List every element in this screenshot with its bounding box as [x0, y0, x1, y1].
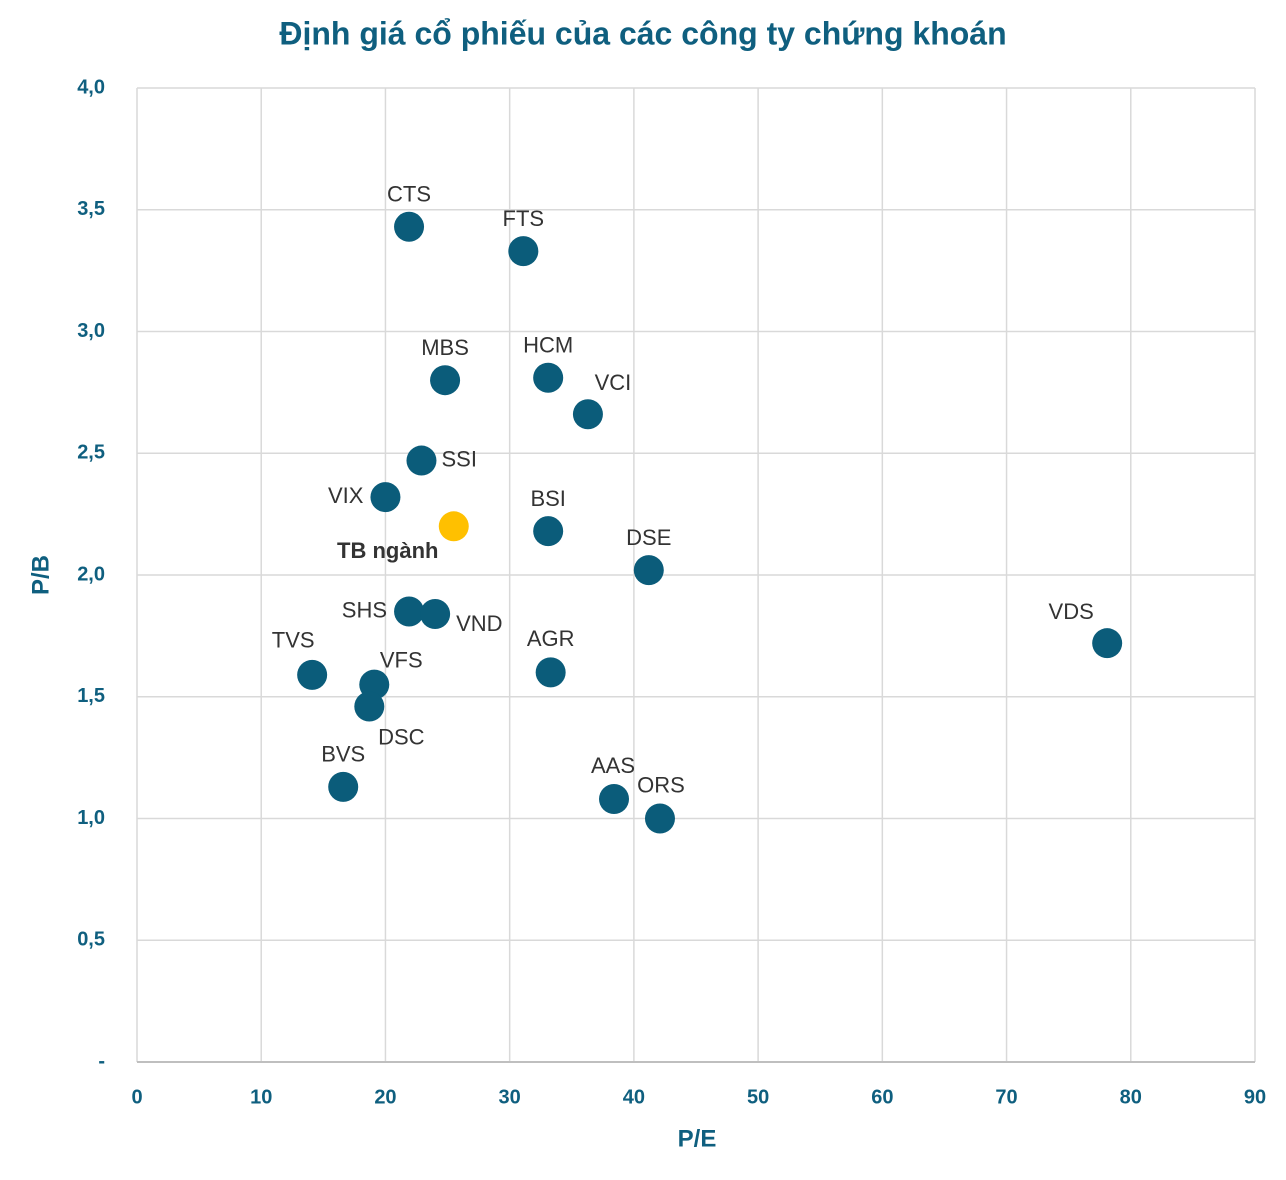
- point-label: DSC: [378, 724, 425, 749]
- x-tick-label: 70: [995, 1086, 1017, 1108]
- point-label: AAS: [591, 753, 635, 778]
- point-label: VDS: [1049, 599, 1094, 624]
- point-label: FTS: [503, 206, 545, 231]
- x-tick-label: 30: [499, 1086, 521, 1108]
- point-label: DSE: [626, 525, 671, 550]
- chart-title: Định giá cổ phiếu của các công ty chứng …: [279, 15, 1006, 51]
- point: [644, 803, 675, 834]
- point: [535, 657, 566, 688]
- point: [354, 691, 385, 722]
- point-label: VFS: [380, 647, 423, 672]
- x-tick-label: 60: [871, 1086, 893, 1108]
- point-label: VND: [456, 611, 502, 636]
- point: [533, 516, 564, 547]
- point: [438, 511, 469, 542]
- point: [1092, 628, 1123, 659]
- point: [394, 211, 425, 242]
- y-tick-label: 2,0: [77, 563, 105, 585]
- point: [328, 771, 359, 802]
- y-axis-label: P/B: [27, 555, 54, 595]
- point-label: VIX: [328, 483, 364, 508]
- point: [533, 362, 564, 393]
- point-label: SHS: [342, 597, 387, 622]
- x-tick-label: 50: [747, 1086, 769, 1108]
- point: [394, 596, 425, 627]
- point-label: TVS: [272, 628, 315, 653]
- point-label: SSI: [441, 446, 476, 471]
- point-label: VCI: [595, 370, 632, 395]
- x-tick-label: 40: [623, 1086, 645, 1108]
- y-tick-label: 2,5: [77, 442, 105, 464]
- y-tick-label: 3,0: [77, 320, 105, 342]
- point-label: BSI: [530, 486, 565, 511]
- x-tick-label: 90: [1244, 1086, 1266, 1108]
- y-tick-label: 3,5: [77, 198, 105, 220]
- point: [633, 555, 664, 586]
- point: [406, 445, 437, 476]
- point-label: ORS: [637, 772, 685, 797]
- point: [508, 236, 539, 267]
- point-label: AGR: [527, 626, 575, 651]
- point: [420, 598, 451, 629]
- point-label: BVS: [321, 742, 365, 767]
- y-tick-label: 4,0: [77, 76, 105, 98]
- point-label: TB ngành: [337, 538, 438, 563]
- point-label: CTS: [387, 182, 431, 207]
- x-tick-label: 80: [1120, 1086, 1142, 1108]
- point-label: MBS: [421, 335, 469, 360]
- y-tick-label: -: [98, 1050, 105, 1072]
- point: [599, 784, 630, 815]
- x-axis-label: P/E: [678, 1125, 717, 1152]
- point: [572, 399, 603, 430]
- point: [430, 365, 461, 396]
- x-tick-label: 0: [131, 1086, 142, 1108]
- y-tick-label: 0,5: [77, 929, 105, 951]
- point-label: HCM: [523, 333, 573, 358]
- point: [297, 659, 328, 690]
- y-tick-label: 1,5: [77, 685, 105, 707]
- x-tick-label: 20: [374, 1086, 396, 1108]
- point: [370, 482, 401, 513]
- y-tick-label: 1,0: [77, 807, 105, 829]
- x-tick-label: 10: [250, 1086, 272, 1108]
